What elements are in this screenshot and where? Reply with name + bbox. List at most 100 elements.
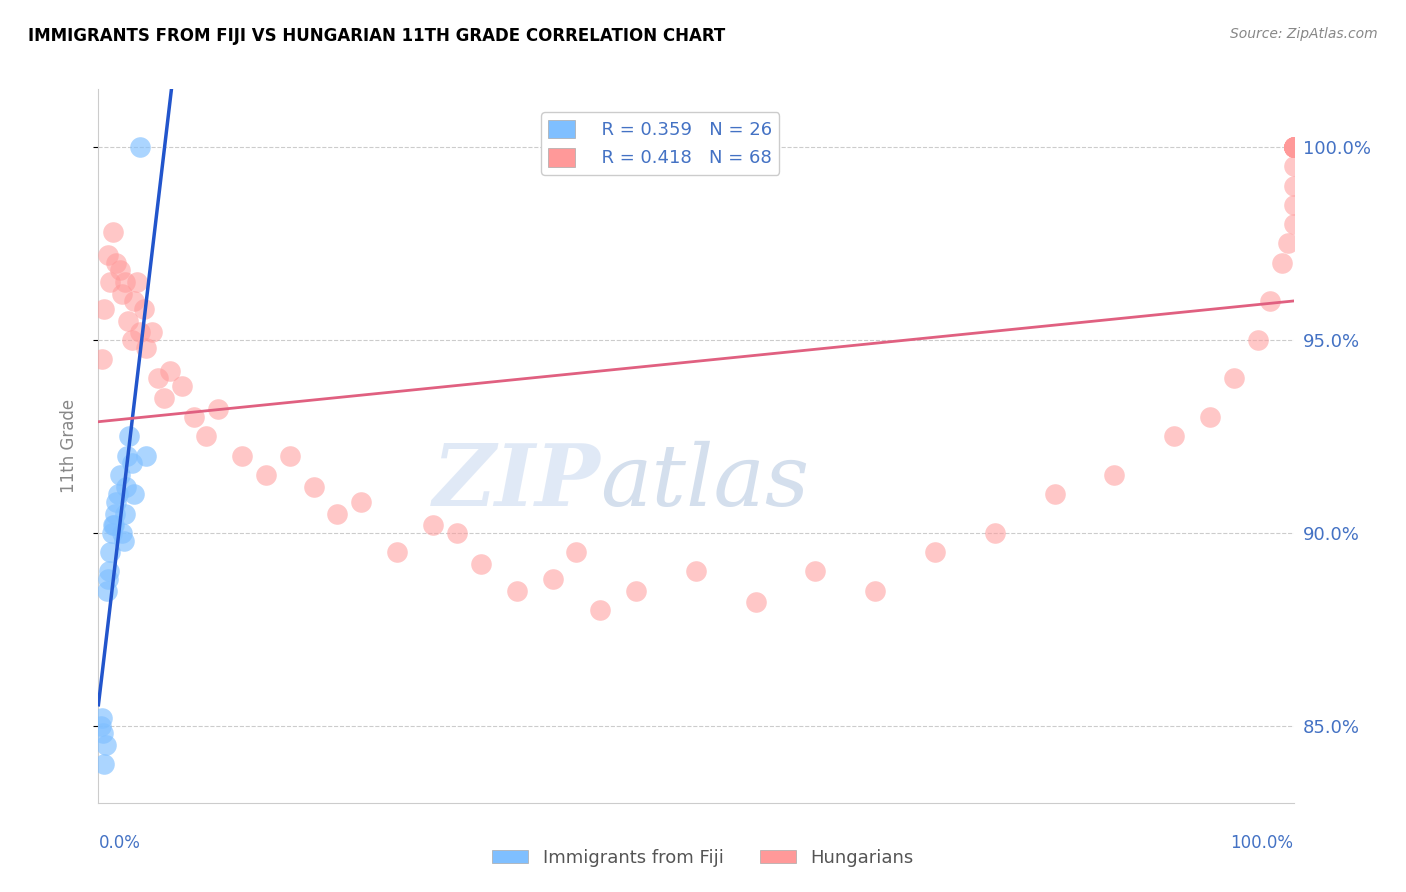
Point	[1102, 467, 1125, 482]
Point	[107, 487, 129, 501]
Point	[1282, 140, 1305, 154]
Point	[422, 518, 444, 533]
Point	[93, 757, 115, 772]
Point	[114, 507, 136, 521]
Point	[1282, 217, 1305, 231]
Point	[112, 533, 135, 548]
Legend:   R = 0.359   N = 26,   R = 0.418   N = 68: R = 0.359 N = 26, R = 0.418 N = 68	[541, 112, 779, 175]
Point	[124, 294, 146, 309]
Point	[1198, 410, 1220, 425]
Point	[129, 325, 152, 339]
Point	[385, 545, 409, 559]
Point	[565, 545, 588, 559]
Point	[1282, 140, 1305, 154]
Point	[984, 525, 1007, 540]
Point	[129, 140, 152, 154]
Point	[101, 518, 124, 533]
Point	[121, 456, 143, 470]
Point	[1043, 487, 1066, 501]
Point	[506, 583, 529, 598]
Point	[108, 467, 131, 482]
Point	[97, 572, 120, 586]
Point	[115, 479, 138, 493]
Point	[104, 507, 127, 521]
Point	[115, 449, 138, 463]
Point	[1258, 294, 1281, 309]
Point	[93, 301, 115, 316]
Point	[101, 225, 124, 239]
Point	[1163, 429, 1185, 443]
Point	[1282, 140, 1305, 154]
Point	[91, 726, 114, 740]
Point	[117, 313, 139, 327]
Point	[153, 391, 176, 405]
Point	[207, 402, 229, 417]
Point	[1282, 140, 1305, 154]
Point	[91, 711, 114, 725]
Point	[98, 565, 121, 579]
Point	[326, 507, 349, 521]
Legend: Immigrants from Fiji, Hungarians: Immigrants from Fiji, Hungarians	[485, 842, 921, 874]
Point	[103, 518, 125, 533]
Point	[924, 545, 946, 559]
Point	[541, 572, 564, 586]
Point	[278, 449, 301, 463]
Point	[446, 525, 468, 540]
Point	[1282, 178, 1305, 193]
Point	[1282, 159, 1305, 173]
Point	[114, 275, 136, 289]
Point	[105, 256, 128, 270]
Point	[100, 525, 122, 540]
Point	[124, 487, 146, 501]
Point	[125, 275, 148, 289]
Text: 0.0%: 0.0%	[98, 834, 141, 852]
Point	[141, 325, 163, 339]
Point	[1282, 140, 1305, 154]
Point	[470, 557, 492, 571]
Point	[132, 301, 155, 316]
Point	[98, 545, 122, 559]
Point	[148, 371, 170, 385]
Point	[183, 410, 205, 425]
Point	[90, 719, 112, 733]
Point	[1222, 371, 1246, 385]
Point	[111, 525, 134, 540]
Point	[231, 449, 253, 463]
Point	[91, 352, 114, 367]
Point	[1282, 140, 1305, 154]
Point	[1277, 236, 1299, 251]
Text: atlas: atlas	[600, 441, 810, 523]
Point	[135, 341, 157, 355]
Point	[685, 565, 707, 579]
Text: Source: ZipAtlas.com: Source: ZipAtlas.com	[1230, 27, 1378, 41]
Point	[254, 467, 277, 482]
Point	[1282, 198, 1305, 212]
Point	[745, 595, 768, 609]
Point	[302, 479, 325, 493]
Point	[108, 263, 131, 277]
Point	[804, 565, 827, 579]
Point	[1246, 333, 1268, 347]
Point	[194, 429, 218, 443]
Point	[121, 333, 143, 347]
Y-axis label: 11th Grade: 11th Grade	[59, 399, 77, 493]
Point	[172, 379, 194, 393]
Point	[1282, 140, 1305, 154]
Point	[94, 738, 117, 752]
Text: 100.0%: 100.0%	[1230, 834, 1294, 852]
Point	[1282, 140, 1305, 154]
Point	[1271, 256, 1294, 270]
Point	[135, 449, 157, 463]
Point	[350, 495, 373, 509]
Text: IMMIGRANTS FROM FIJI VS HUNGARIAN 11TH GRADE CORRELATION CHART: IMMIGRANTS FROM FIJI VS HUNGARIAN 11TH G…	[28, 27, 725, 45]
Point	[105, 495, 128, 509]
Point	[626, 583, 648, 598]
Point	[863, 583, 887, 598]
Point	[159, 364, 181, 378]
Point	[97, 248, 120, 262]
Text: ZIP: ZIP	[433, 440, 600, 524]
Point	[589, 603, 612, 617]
Point	[1282, 140, 1305, 154]
Point	[98, 275, 122, 289]
Point	[96, 583, 118, 598]
